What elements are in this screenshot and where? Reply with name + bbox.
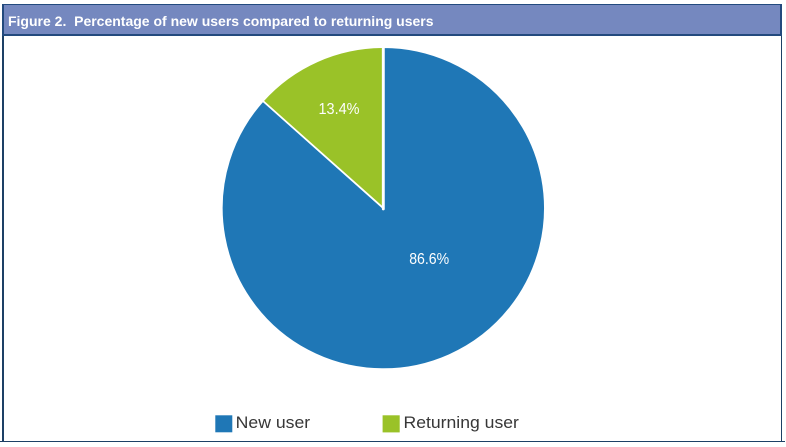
svg-text:13.4%: 13.4% — [319, 101, 360, 118]
svg-text:New user: New user — [236, 414, 311, 432]
svg-text:Returning user: Returning user — [404, 414, 520, 432]
svg-text:86.6%: 86.6% — [409, 251, 449, 268]
